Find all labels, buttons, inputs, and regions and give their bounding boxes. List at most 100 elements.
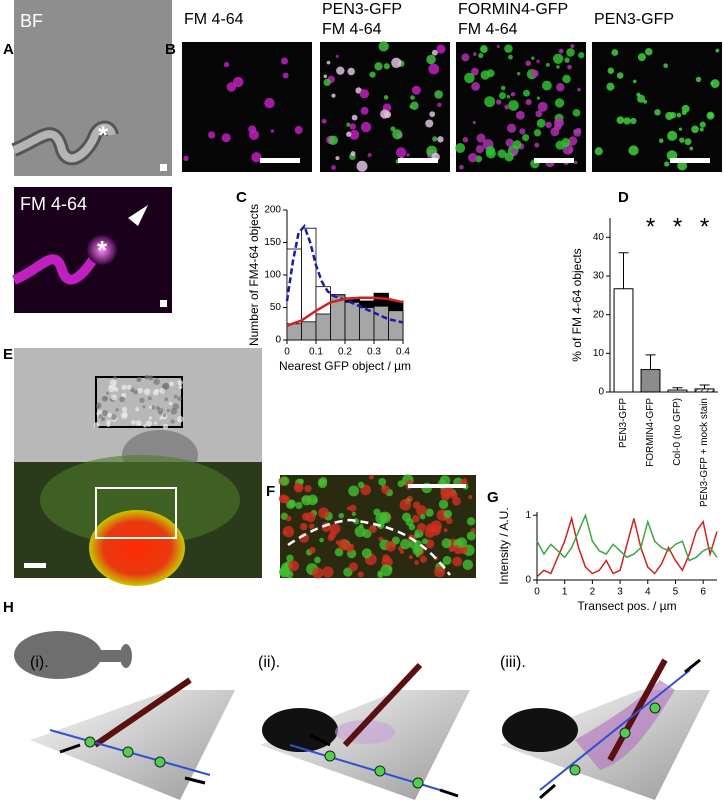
y-tick-label: 150 bbox=[264, 237, 281, 248]
texture bbox=[177, 396, 182, 401]
texture bbox=[150, 405, 156, 410]
particle bbox=[408, 523, 416, 531]
particle bbox=[556, 83, 565, 92]
marker: * bbox=[97, 235, 108, 265]
particle bbox=[321, 118, 327, 124]
y-axis-label: Intensity / A.U. bbox=[497, 507, 511, 584]
arrowhead bbox=[128, 205, 148, 226]
particle bbox=[359, 523, 364, 529]
particle bbox=[485, 148, 496, 159]
particle bbox=[452, 556, 463, 567]
particle bbox=[570, 44, 575, 49]
particle bbox=[338, 512, 345, 519]
particle bbox=[414, 532, 420, 539]
particle bbox=[282, 495, 290, 504]
filament bbox=[93, 677, 192, 748]
particle bbox=[414, 560, 419, 565]
histogram-bar bbox=[359, 307, 375, 341]
particle bbox=[455, 142, 466, 153]
x-tick-label: 0 bbox=[284, 347, 290, 358]
particle bbox=[679, 137, 685, 143]
particle bbox=[288, 560, 300, 572]
line bbox=[286, 296, 404, 327]
particle bbox=[346, 131, 352, 137]
y-tick-label: 40 bbox=[593, 232, 605, 243]
significance: * bbox=[700, 213, 709, 240]
particle bbox=[505, 138, 514, 147]
scale-bar bbox=[160, 164, 167, 171]
y-axis-label: % of FM 4-64 objects bbox=[570, 248, 584, 361]
step-label: (iii). bbox=[500, 654, 526, 671]
y-tick-label: 20 bbox=[593, 309, 605, 320]
y-tick-label: 30 bbox=[593, 271, 605, 282]
micrograph bbox=[592, 42, 722, 172]
error-bar bbox=[645, 354, 656, 370]
particle bbox=[328, 135, 338, 146]
particle bbox=[541, 80, 552, 91]
particle bbox=[360, 106, 369, 115]
texture bbox=[158, 411, 163, 415]
particle bbox=[664, 161, 670, 167]
step-i bbox=[30, 677, 235, 800]
particle bbox=[667, 130, 678, 141]
texture bbox=[142, 405, 146, 409]
particle bbox=[346, 506, 352, 511]
bar bbox=[613, 288, 634, 393]
scale-bar bbox=[534, 158, 574, 163]
particle bbox=[691, 125, 699, 134]
texture bbox=[166, 408, 170, 412]
particle bbox=[349, 129, 360, 140]
x-tick-label: 0.4 bbox=[396, 347, 410, 358]
particle bbox=[286, 554, 294, 562]
particle bbox=[309, 523, 315, 530]
particle bbox=[459, 164, 464, 170]
particle bbox=[270, 129, 275, 133]
texture bbox=[98, 414, 103, 419]
particle bbox=[233, 76, 244, 88]
texture bbox=[104, 396, 108, 400]
particle bbox=[466, 531, 476, 541]
filament bbox=[539, 669, 691, 791]
x-tick-label: 0.2 bbox=[338, 347, 352, 358]
particle bbox=[408, 555, 413, 560]
arrow bbox=[439, 788, 459, 798]
particle bbox=[536, 96, 541, 100]
particle bbox=[437, 136, 444, 143]
particle bbox=[223, 61, 230, 68]
particle bbox=[248, 129, 260, 140]
texture bbox=[137, 378, 141, 382]
arrow bbox=[309, 733, 331, 747]
particle bbox=[304, 484, 312, 493]
particle bbox=[564, 57, 570, 63]
particle bbox=[525, 99, 532, 106]
particle bbox=[406, 153, 410, 157]
particle bbox=[381, 485, 390, 494]
particle bbox=[545, 121, 552, 129]
scale-bar bbox=[24, 563, 46, 568]
particle bbox=[322, 566, 334, 578]
texture bbox=[148, 405, 153, 409]
particle bbox=[630, 117, 637, 125]
particle bbox=[512, 140, 522, 150]
particle bbox=[429, 111, 436, 118]
particle bbox=[395, 147, 407, 158]
particle bbox=[663, 63, 669, 69]
particle bbox=[329, 530, 337, 539]
particle bbox=[369, 71, 376, 78]
texture bbox=[152, 389, 159, 396]
histogram-bar bbox=[315, 313, 331, 341]
x-tick-label: 1 bbox=[562, 587, 568, 598]
particle bbox=[221, 133, 231, 143]
particle bbox=[510, 91, 516, 97]
bar bbox=[640, 369, 661, 393]
particle bbox=[360, 121, 372, 133]
particle bbox=[377, 572, 384, 579]
particle bbox=[710, 79, 720, 89]
particle bbox=[335, 156, 340, 161]
transect bbox=[287, 518, 451, 576]
particle bbox=[496, 44, 500, 49]
particle bbox=[450, 547, 455, 552]
texture bbox=[139, 397, 145, 403]
particle bbox=[426, 54, 436, 65]
texture bbox=[135, 420, 142, 426]
